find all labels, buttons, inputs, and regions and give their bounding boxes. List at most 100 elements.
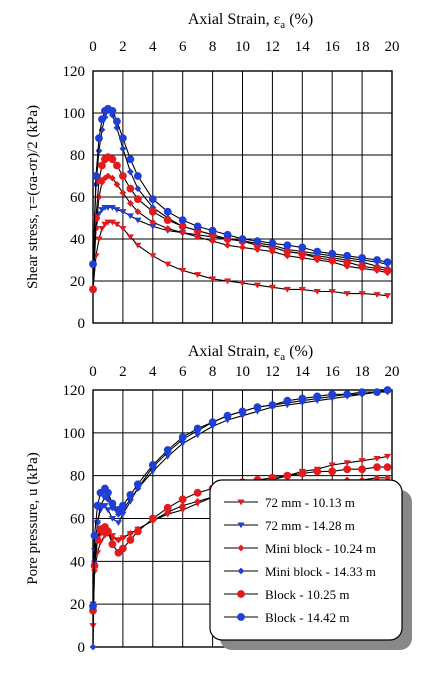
x-tick-label: 2: [119, 39, 127, 55]
data-point: [383, 266, 392, 275]
x-tick-label: 14: [295, 364, 311, 380]
data-point: [283, 247, 292, 256]
data-point: [108, 107, 117, 115]
data-point: [179, 441, 187, 447]
data-point: [313, 288, 321, 295]
x-tick-label: 4: [149, 364, 157, 380]
data-point: [343, 291, 351, 297]
y-tick-label: 80: [70, 469, 85, 485]
legend-label: Mini block - 14.33 m: [265, 564, 376, 579]
x-tick-label: 14: [295, 39, 311, 55]
data-point: [115, 510, 122, 518]
data-point: [253, 282, 262, 289]
data-point: [383, 463, 392, 472]
data-point: [126, 536, 135, 544]
data-point: [298, 286, 306, 293]
data-point: [179, 229, 187, 237]
data-point: [268, 401, 277, 409]
x-tick-label: 6: [179, 39, 187, 55]
data-point: [358, 291, 366, 297]
data-point: [343, 460, 351, 467]
data-point: [238, 407, 247, 416]
data-point: [114, 520, 123, 527]
x-tick-label: 20: [385, 364, 400, 380]
data-point: [313, 467, 322, 476]
legend-marker: [237, 590, 245, 598]
data-point: [313, 254, 322, 262]
data-point: [194, 233, 202, 241]
data-point: [383, 386, 392, 394]
x-tick-label: 12: [265, 39, 280, 55]
data-point: [148, 514, 157, 523]
legend-label: Block - 10.25 m: [265, 587, 350, 602]
series-4: [89, 463, 392, 615]
data-point: [298, 243, 307, 252]
data-point: [126, 213, 134, 220]
data-point: [89, 602, 97, 611]
data-point: [358, 465, 367, 474]
x-tick-label: 12: [265, 364, 280, 380]
legend-marker: [237, 499, 245, 506]
data-point: [134, 242, 142, 249]
legend-marker: [237, 544, 245, 552]
data-point: [90, 531, 99, 540]
data-point: [164, 453, 172, 460]
y-tick-label: 0: [78, 316, 86, 332]
legend-label: Block - 14.42 m: [265, 610, 350, 625]
data-point: [328, 467, 337, 476]
data-point: [193, 222, 202, 231]
data-point: [373, 256, 381, 264]
data-point: [89, 285, 97, 294]
data-point: [373, 292, 381, 298]
y-tick-label: 40: [70, 232, 85, 248]
data-point: [223, 278, 232, 285]
data-point: [164, 225, 172, 232]
data-point: [113, 161, 121, 170]
legend-marker: [237, 522, 245, 529]
y-tick-label: 20: [70, 274, 85, 290]
data-point: [109, 174, 116, 182]
data-point: [108, 155, 117, 164]
data-point: [383, 293, 392, 299]
data-point: [163, 207, 172, 216]
data-point: [328, 390, 337, 399]
data-point: [313, 392, 322, 401]
data-point: [115, 536, 122, 544]
data-point: [113, 221, 121, 228]
data-point: [223, 411, 232, 420]
x-axis-label: Axial Strain, εa (%): [188, 343, 313, 363]
data-point: [164, 261, 172, 268]
data-point: [193, 424, 202, 433]
data-point: [126, 184, 135, 193]
data-point: [298, 249, 307, 258]
x-tick-label: 16: [325, 39, 341, 55]
y-tick-label: 60: [70, 190, 85, 206]
data-point: [98, 115, 106, 124]
data-point: [328, 462, 336, 469]
y-tick-label: 20: [70, 597, 85, 613]
series-5: [89, 386, 392, 611]
data-point: [194, 497, 202, 505]
data-point: [148, 195, 157, 204]
series-2: [89, 172, 391, 293]
x-tick-label: 8: [209, 364, 217, 380]
data-point: [126, 530, 134, 537]
data-point: [149, 218, 157, 226]
series-5: [89, 104, 392, 269]
data-point: [178, 222, 187, 231]
y-tick-label: 40: [70, 554, 85, 570]
data-point: [95, 134, 103, 143]
data-point: [383, 453, 392, 460]
x-tick-label: 8: [209, 39, 217, 55]
data-point: [108, 499, 117, 508]
data-point: [92, 214, 100, 222]
legend-label: Mini block - 10.24 m: [265, 541, 376, 556]
data-point: [104, 527, 112, 536]
legend-marker: [237, 567, 245, 575]
data-point: [209, 276, 217, 283]
data-point: [149, 253, 157, 260]
y-tick-label: 100: [63, 106, 86, 122]
data-point: [90, 561, 99, 570]
y-tick-label: 60: [70, 512, 85, 528]
data-point: [179, 502, 187, 510]
